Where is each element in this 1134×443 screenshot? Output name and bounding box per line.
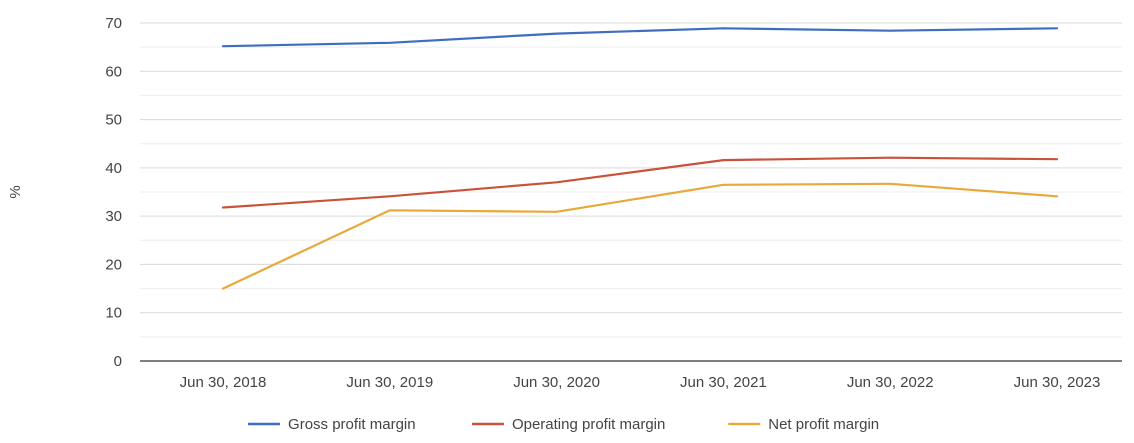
x-tick-label: Jun 30, 2020 bbox=[513, 374, 600, 391]
y-tick-label: 10 bbox=[105, 305, 122, 322]
y-tick-label: 20 bbox=[105, 256, 122, 273]
legend-item[interactable]: Gross profit margin bbox=[248, 416, 416, 433]
x-tick-label: Jun 30, 2018 bbox=[180, 374, 267, 391]
series-line-net-profit-margin bbox=[221, 182, 1059, 290]
legend: Gross profit margin Operating profit marg… bbox=[248, 416, 879, 433]
y-axis-ticks: 0 10 20 30 40 50 60 70 bbox=[105, 15, 122, 370]
legend-item[interactable]: Net profit margin bbox=[728, 416, 879, 433]
series-line-operating-profit-margin bbox=[221, 156, 1059, 209]
series-line-gross-profit-margin bbox=[221, 27, 1059, 48]
legend-item[interactable]: Operating profit margin bbox=[471, 416, 665, 433]
x-tick-label: Jun 30, 2022 bbox=[847, 374, 934, 391]
legend-label: Operating profit margin bbox=[512, 416, 665, 433]
x-tick-label: Jun 30, 2023 bbox=[1014, 374, 1101, 391]
gridlines bbox=[140, 22, 1122, 362]
legend-label: Net profit margin bbox=[768, 416, 879, 433]
x-tick-label: Jun 30, 2021 bbox=[680, 374, 767, 391]
x-axis-ticks: Jun 30, 2018 Jun 30, 2019 Jun 30, 2020 Jun … bbox=[180, 374, 1101, 391]
y-tick-label: 60 bbox=[105, 63, 122, 80]
y-axis-label: % bbox=[7, 185, 24, 198]
legend-label: Gross profit margin bbox=[288, 416, 416, 433]
y-tick-label: 30 bbox=[105, 208, 122, 225]
y-tick-label: 0 bbox=[114, 353, 122, 370]
y-tick-label: 70 bbox=[105, 15, 122, 32]
x-tick-label: Jun 30, 2019 bbox=[346, 374, 433, 391]
series-lines bbox=[221, 27, 1059, 290]
y-tick-label: 50 bbox=[105, 112, 122, 129]
y-tick-label: 40 bbox=[105, 160, 122, 177]
